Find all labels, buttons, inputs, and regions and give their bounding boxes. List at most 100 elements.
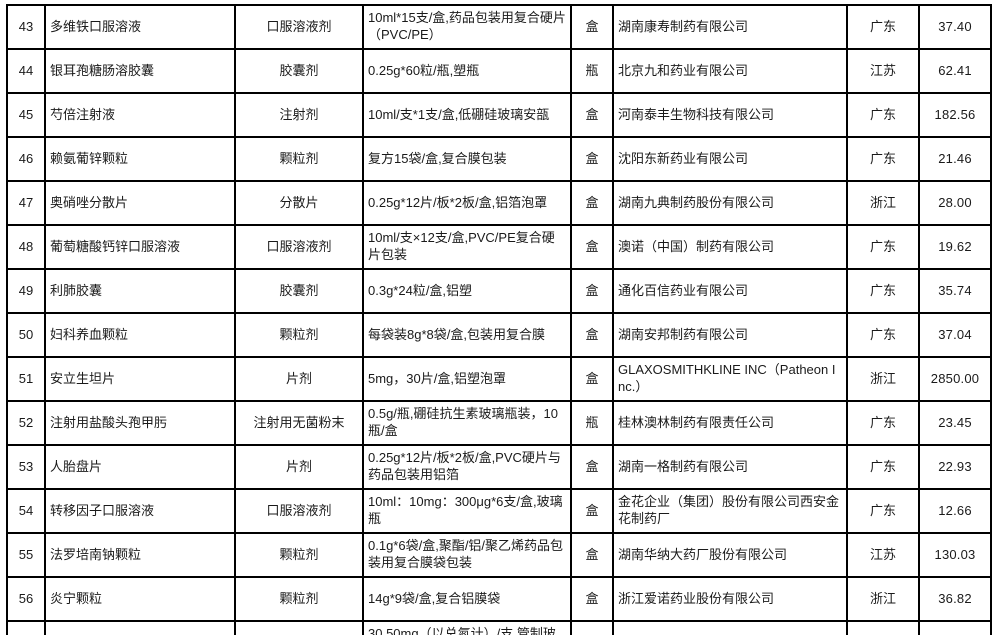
cell-specification: 5mg，30片/盒,铝塑泡罩 [362, 356, 572, 402]
cell-unit: 盒 [570, 576, 614, 622]
cell-dosage-form: 片剂 [234, 444, 364, 490]
table-row: 49 利肺胶囊 胶囊剂 0.3g*24粒/盒,铝塑 盒 通化百信药业有限公司 广… [6, 268, 992, 314]
cell-price: 37.40 [918, 4, 992, 50]
cell-manufacturer: 通化百信药业有限公司 [612, 268, 848, 314]
cell-unit: 瓶 [570, 400, 614, 446]
cell-row-number: 51 [6, 356, 46, 402]
cell-province: 浙江 [846, 180, 920, 226]
cell-specification: 0.25g*60粒/瓶,塑瓶 [362, 48, 572, 94]
cell-unit: 支 [570, 620, 614, 635]
cell-province: 广东 [846, 92, 920, 138]
cell-price: 28.09 [918, 620, 992, 635]
cell-row-number: 57 [6, 620, 46, 635]
table-row: 51 安立生坦片 片剂 5mg，30片/盒,铝塑泡罩 盒 GLAXOSMITHK… [6, 356, 992, 402]
cell-price: 35.74 [918, 268, 992, 314]
cell-price: 19.62 [918, 224, 992, 270]
table-row: 48 葡萄糖酸钙锌口服溶液 口服溶液剂 10ml/支×12支/盒,PVC/PE复… [6, 224, 992, 270]
cell-row-number: 44 [6, 48, 46, 94]
cell-dosage-form: 胶囊剂 [234, 268, 364, 314]
cell-province: 广东 [846, 224, 920, 270]
cell-specification: 10ml：10mg：300μg*6支/盒,玻璃瓶 [362, 488, 572, 534]
cell-specification: 10ml*15支/盒,药品包装用复合硬片（PVC/PE） [362, 4, 572, 50]
cell-province: 广东 [846, 136, 920, 182]
cell-specification: 每袋装8g*8袋/盒,包装用复合膜 [362, 312, 572, 358]
table-row: 46 赖氨葡锌颗粒 颗粒剂 复方15袋/盒,复合膜包装 盒 沈阳东新药业有限公司… [6, 136, 992, 182]
cell-drug-name: 法罗培南钠颗粒 [44, 532, 236, 578]
cell-row-number: 45 [6, 92, 46, 138]
table-row: 47 奥硝唑分散片 分散片 0.25g*12片/板*2板/盒,铝箔泡罩 盒 湖南… [6, 180, 992, 226]
cell-province: 广东 [846, 312, 920, 358]
cell-drug-name: 转移因子口服溶液 [44, 488, 236, 534]
table-row: 55 法罗培南钠颗粒 颗粒剂 0.1g*6袋/盒,聚酯/铝/聚乙烯药品包装用复合… [6, 532, 992, 578]
cell-province: 广东 [846, 488, 920, 534]
cell-row-number: 43 [6, 4, 46, 50]
cell-province: 广东 [846, 268, 920, 314]
cell-specification: 10ml/支×12支/盒,PVC/PE复合硬片包装 [362, 224, 572, 270]
cell-dosage-form: 胶囊剂 [234, 48, 364, 94]
cell-specification: 0.3g*24粒/盒,铝塑 [362, 268, 572, 314]
cell-manufacturer: 沈阳东新药业有限公司 [612, 136, 848, 182]
cell-manufacturer: 广东隆赋药业股份有限公司 [612, 620, 848, 635]
drug-price-table: 43 多维铁口服溶液 口服溶液剂 10ml*15支/盒,药品包装用复合硬片（PV… [6, 4, 992, 635]
cell-row-number: 54 [6, 488, 46, 534]
table-row: 53 人胎盘片 片剂 0.25g*12片/板*2板/盒,PVC硬片与药品包装用铝… [6, 444, 992, 490]
cell-price: 36.82 [918, 576, 992, 622]
cell-specification: 复方15袋/盒,复合膜包装 [362, 136, 572, 182]
table-row: 54 转移因子口服溶液 口服溶液剂 10ml：10mg：300μg*6支/盒,玻… [6, 488, 992, 534]
cell-price: 12.66 [918, 488, 992, 534]
cell-drug-name: 芍倍注射液 [44, 92, 236, 138]
cell-dosage-form: 颗粒剂 [234, 576, 364, 622]
cell-manufacturer: 北京九和药业有限公司 [612, 48, 848, 94]
cell-dosage-form: 注射剂 [234, 620, 364, 635]
cell-price: 130.03 [918, 532, 992, 578]
cell-manufacturer: 湖南九典制药股份有限公司 [612, 180, 848, 226]
cell-province: 广东 [846, 444, 920, 490]
cell-province: 江苏 [846, 532, 920, 578]
cell-unit: 盒 [570, 136, 614, 182]
cell-unit: 盒 [570, 444, 614, 490]
cell-specification: 30.50mg（以总氮计）/支,管制玻璃瓶，每盒10支 [362, 620, 572, 635]
cell-drug-name: 炎宁颗粒 [44, 576, 236, 622]
cell-unit: 盒 [570, 180, 614, 226]
cell-specification: 0.25g*12片/板*2板/盒,PVC硬片与药品包装用铝箔 [362, 444, 572, 490]
cell-unit: 盒 [570, 92, 614, 138]
cell-unit: 盒 [570, 356, 614, 402]
table-row: 57 注射用脑蛋白水解物（Ⅱ） 注射剂 30.50mg（以总氮计）/支,管制玻璃… [6, 620, 992, 635]
cell-province: 广东 [846, 400, 920, 446]
cell-unit: 盒 [570, 4, 614, 50]
cell-price: 62.41 [918, 48, 992, 94]
table-row: 50 妇科养血颗粒 颗粒剂 每袋装8g*8袋/盒,包装用复合膜 盒 湖南安邦制药… [6, 312, 992, 358]
cell-row-number: 48 [6, 224, 46, 270]
cell-row-number: 56 [6, 576, 46, 622]
table-row: 56 炎宁颗粒 颗粒剂 14g*9袋/盒,复合铝膜袋 盒 浙江爱诺药业股份有限公… [6, 576, 992, 622]
cell-price: 22.93 [918, 444, 992, 490]
cell-unit: 瓶 [570, 48, 614, 94]
cell-unit: 盒 [570, 224, 614, 270]
cell-specification: 14g*9袋/盒,复合铝膜袋 [362, 576, 572, 622]
cell-row-number: 52 [6, 400, 46, 446]
cell-dosage-form: 口服溶液剂 [234, 4, 364, 50]
cell-unit: 盒 [570, 532, 614, 578]
cell-price: 28.00 [918, 180, 992, 226]
cell-dosage-form: 颗粒剂 [234, 532, 364, 578]
cell-row-number: 49 [6, 268, 46, 314]
cell-specification: 0.1g*6袋/盒,聚酯/铝/聚乙烯药品包装用复合膜袋包装 [362, 532, 572, 578]
cell-drug-name: 妇科养血颗粒 [44, 312, 236, 358]
cell-manufacturer: 湖南华纳大药厂股份有限公司 [612, 532, 848, 578]
table-row: 45 芍倍注射液 注射剂 10ml/支*1支/盒,低硼硅玻璃安瓿 盒 河南泰丰生… [6, 92, 992, 138]
cell-price: 37.04 [918, 312, 992, 358]
cell-manufacturer: 桂林澳林制药有限责任公司 [612, 400, 848, 446]
cell-drug-name: 人胎盘片 [44, 444, 236, 490]
cell-drug-name: 注射用盐酸头孢甲肟 [44, 400, 236, 446]
cell-manufacturer: 湖南安邦制药有限公司 [612, 312, 848, 358]
cell-unit: 盒 [570, 268, 614, 314]
table-row: 52 注射用盐酸头孢甲肟 注射用无菌粉末 0.5g/瓶,硼硅抗生素玻璃瓶装，10… [6, 400, 992, 446]
cell-dosage-form: 颗粒剂 [234, 136, 364, 182]
cell-price: 182.56 [918, 92, 992, 138]
cell-drug-name: 利肺胶囊 [44, 268, 236, 314]
cell-drug-name: 多维铁口服溶液 [44, 4, 236, 50]
cell-dosage-form: 注射用无菌粉末 [234, 400, 364, 446]
cell-row-number: 55 [6, 532, 46, 578]
cell-unit: 盒 [570, 312, 614, 358]
